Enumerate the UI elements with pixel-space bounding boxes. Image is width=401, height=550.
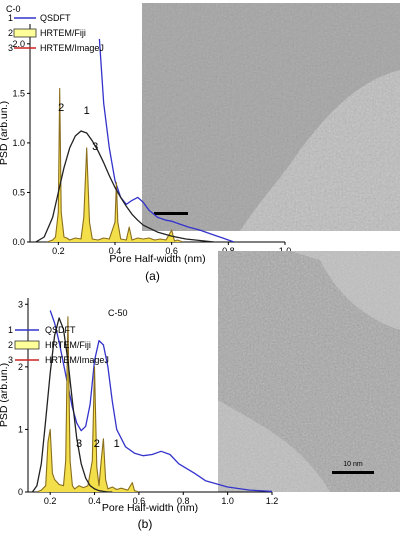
legend-label: HRTEM/Fiji: [45, 340, 91, 350]
curve-label: 1: [114, 438, 120, 450]
sample-label: C-0: [6, 4, 21, 14]
scale-bar-label-b: 10 nm: [343, 461, 363, 468]
y-tick-label: 1.5: [12, 88, 25, 98]
scale-bar-b: [332, 471, 374, 474]
x-tick-label: 0.6: [133, 496, 146, 506]
y-tick-label: 2.0: [12, 39, 25, 49]
legend-label: QSDFT: [40, 13, 71, 23]
series-qsdft-line: [49, 310, 272, 492]
x-tick-label: 1.0: [221, 496, 234, 506]
x-tick-label: 0.2: [52, 246, 65, 256]
y-tick-label: 0.5: [12, 187, 25, 197]
y-tick-label: 1.0: [12, 138, 25, 148]
x-tick-label: 0.2: [44, 496, 57, 506]
legend-number: 3: [8, 43, 13, 53]
scale-bar-a: [154, 212, 188, 215]
x-axis-label: Pore Half-width (nm): [102, 502, 198, 514]
curve-label: 3: [76, 438, 82, 450]
x-axis-label: Pore Half-width (nm): [109, 253, 205, 265]
series-hrtem-imagej-line: [35, 130, 215, 242]
x-tick-label: 1.2: [266, 496, 279, 506]
y-axis-label: PSD (arb.un.): [0, 363, 10, 427]
y-tick-label: 0: [18, 487, 23, 497]
y-tick-label: 0.0: [12, 237, 25, 247]
hrtem-image-a: [142, 3, 400, 231]
y-axis-label: PSD (arb.un.): [0, 101, 10, 165]
legend-label: HRTEM/ImageJ: [40, 43, 104, 53]
series-hrtem-fiji-line: [46, 87, 184, 242]
legend-number: 2: [8, 28, 13, 38]
legend-number: 1: [8, 13, 13, 23]
curve-label: 2: [94, 438, 100, 450]
legend-swatch: [14, 340, 40, 350]
legend: 1 QSDFT 2 HRTEM/Fiji 3 HRTEM/ImageJ: [8, 325, 109, 365]
x-tick-label: 0.4: [88, 496, 101, 506]
series-hrtem-fiji-area: [47, 88, 183, 242]
legend-swatch: [13, 28, 37, 38]
legend-number: 1: [8, 325, 13, 335]
curve-label: 3: [92, 141, 98, 153]
legend-label: HRTEM/Fiji: [40, 28, 86, 38]
series-hrtem-fiji-area: [36, 316, 139, 492]
x-tick-label: 0.8: [177, 496, 190, 506]
y-tick-label: 1: [18, 424, 23, 434]
panel-label: (a): [145, 269, 160, 283]
series-hrtem-fiji-line: [36, 316, 140, 492]
curve-label: 1: [84, 105, 90, 117]
legend-number: 2: [8, 340, 13, 350]
legend-label: HRTEM/ImageJ: [45, 355, 109, 365]
y-tick-label: 2: [18, 362, 23, 372]
series-hrtem-imagej-line: [31, 317, 113, 492]
legend-label: QSDFT: [45, 325, 76, 335]
panel-label: (b): [138, 517, 153, 531]
x-tick-label: 0.6: [165, 246, 178, 256]
curve-label: 2: [58, 102, 64, 114]
sample-label: C-50: [108, 308, 128, 318]
legend-number: 3: [8, 355, 13, 365]
x-tick-label: 0.4: [109, 246, 122, 256]
legend: 1 QSDFT 2 HRTEM/Fiji 3 HRTEM/ImageJ: [8, 13, 104, 53]
y-tick-label: 3: [18, 299, 23, 309]
hrtem-image-b: 10 nm: [218, 251, 400, 492]
